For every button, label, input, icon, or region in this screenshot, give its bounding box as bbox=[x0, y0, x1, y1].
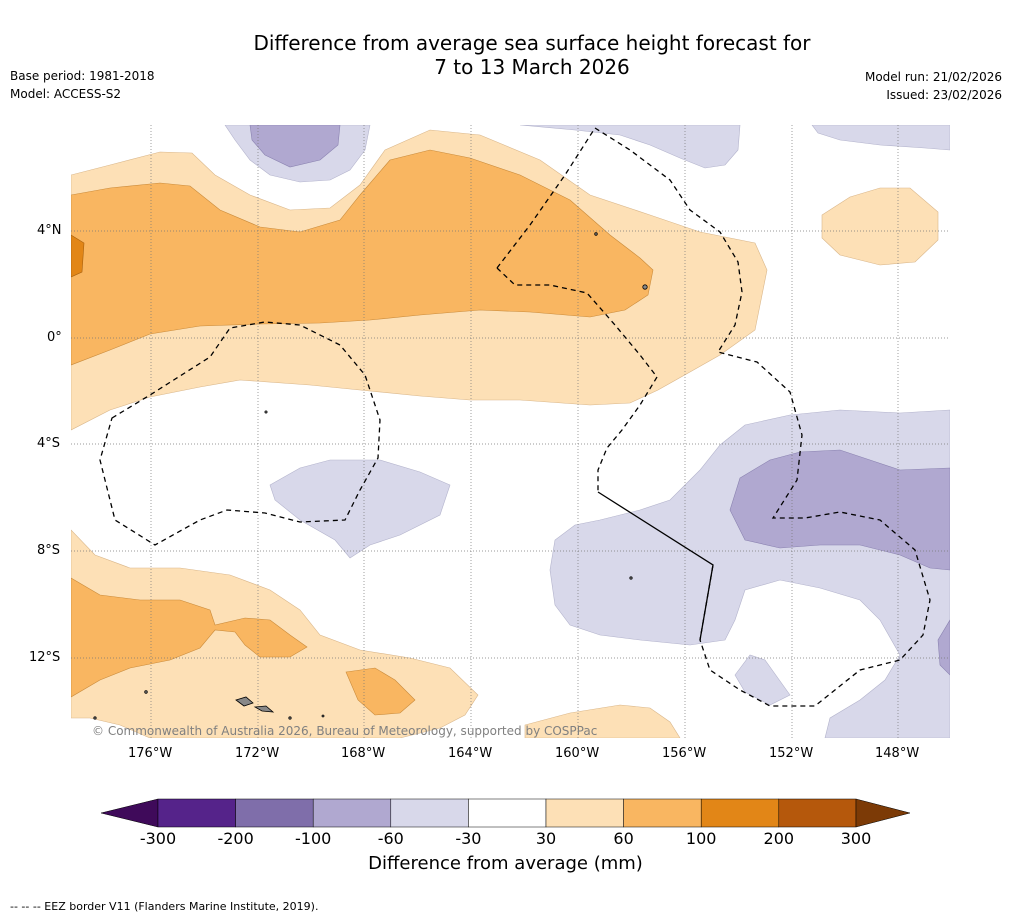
eez-border-solid-segment bbox=[597, 491, 714, 641]
x-tick-label: 148°W bbox=[875, 746, 920, 761]
colorbar-bin-pos60 bbox=[623, 798, 702, 828]
contour-pos100-west bbox=[71, 234, 85, 278]
contour-pos60-equatorial bbox=[71, 149, 654, 366]
contour-pos30-northeast bbox=[821, 187, 939, 266]
colorbar-bin-neg60 bbox=[312, 798, 392, 828]
colorbar-bin-pos200 bbox=[778, 798, 857, 828]
model-name: Model: ACCESS-S2 bbox=[10, 87, 122, 101]
x-tick-label: 164°W bbox=[448, 746, 493, 761]
colorbar-label: -200 bbox=[217, 829, 254, 848]
base-period: Base period: 1981-2018 bbox=[10, 69, 155, 83]
meta-right: Model run: 21/02/2026 Issued: 23/02/2026 bbox=[865, 68, 1002, 104]
y-tick-label: 12°S bbox=[29, 650, 61, 665]
x-tick-label: 152°W bbox=[769, 746, 814, 761]
x-tick-label: 176°W bbox=[128, 746, 173, 761]
title-line-2: 7 to 13 March 2026 bbox=[434, 55, 630, 79]
colorbar-bin-neg200 bbox=[157, 798, 236, 828]
islands bbox=[93, 232, 648, 720]
colorbar-label: 60 bbox=[613, 829, 634, 848]
eez-border-north bbox=[496, 127, 931, 707]
contour-neg30-north-center bbox=[519, 125, 741, 169]
y-tick-label: 0° bbox=[47, 330, 62, 345]
eez-border-west bbox=[99, 321, 381, 546]
colorbar-label: 30 bbox=[535, 829, 557, 848]
colorbar-label: -60 bbox=[377, 829, 404, 848]
colorbar-extend-high bbox=[855, 798, 911, 828]
contour-pos60-south-patch bbox=[345, 667, 416, 716]
colorbar-label: -30 bbox=[455, 829, 482, 848]
x-tick-label: 172°W bbox=[235, 746, 280, 761]
meta-left: Base period: 1981-2018 Model: ACCESS-S2 bbox=[10, 67, 155, 103]
colorbar-label: 300 bbox=[840, 829, 872, 848]
x-tick-label: 160°W bbox=[555, 746, 600, 761]
colorbar-bin-neg100 bbox=[235, 798, 314, 828]
contour-neg60-north-left bbox=[249, 125, 341, 168]
colorbar-bin-pos100 bbox=[700, 798, 780, 828]
contour-pos60-southwest bbox=[71, 577, 308, 698]
eez-borders bbox=[99, 127, 931, 707]
island-savaii bbox=[235, 696, 254, 707]
colorbar-label: 100 bbox=[685, 829, 717, 848]
island-upolu bbox=[253, 705, 275, 713]
eez-footnote: -- -- -- EEZ border V11 (Flanders Marine… bbox=[10, 900, 319, 913]
colorbar-bin-zero bbox=[468, 798, 547, 828]
contour-neg30-north-right bbox=[811, 125, 950, 151]
colorbar bbox=[100, 798, 911, 828]
colorbar-title: Difference from average (mm) bbox=[368, 853, 643, 874]
colorbar-extend-low bbox=[100, 798, 159, 828]
gridlines bbox=[71, 125, 950, 738]
contour-pos30-south-center bbox=[524, 704, 681, 738]
y-tick-label: 4°S bbox=[37, 436, 61, 451]
x-tick-label: 168°W bbox=[341, 746, 386, 761]
copyright-notice: © Commonwealth of Australia 2026, Bureau… bbox=[92, 724, 598, 738]
map-title: Difference from average sea surface heig… bbox=[0, 31, 1011, 79]
contour-neg60-east-edge bbox=[937, 619, 950, 676]
colorbar-label: -300 bbox=[139, 829, 177, 848]
contour-neg30-central bbox=[269, 459, 451, 559]
x-tick-label: 156°W bbox=[662, 746, 707, 761]
model-run: Model run: 21/02/2026 bbox=[864, 70, 1002, 84]
colorbar-label: 200 bbox=[763, 829, 795, 848]
map-plot-area bbox=[71, 125, 950, 738]
eez-border-central bbox=[496, 267, 658, 492]
colorbar-bin-pos30 bbox=[545, 798, 624, 828]
y-tick-label: 8°S bbox=[37, 543, 61, 558]
contour-neg60-east bbox=[729, 449, 950, 571]
title-line-1: Difference from average sea surface heig… bbox=[253, 31, 811, 55]
colorbar-label: -100 bbox=[295, 829, 332, 848]
issued-date: Issued: 23/02/2026 bbox=[886, 88, 1002, 102]
colorbar-bin-neg30 bbox=[390, 798, 469, 828]
y-tick-label: 4°N bbox=[37, 223, 62, 238]
